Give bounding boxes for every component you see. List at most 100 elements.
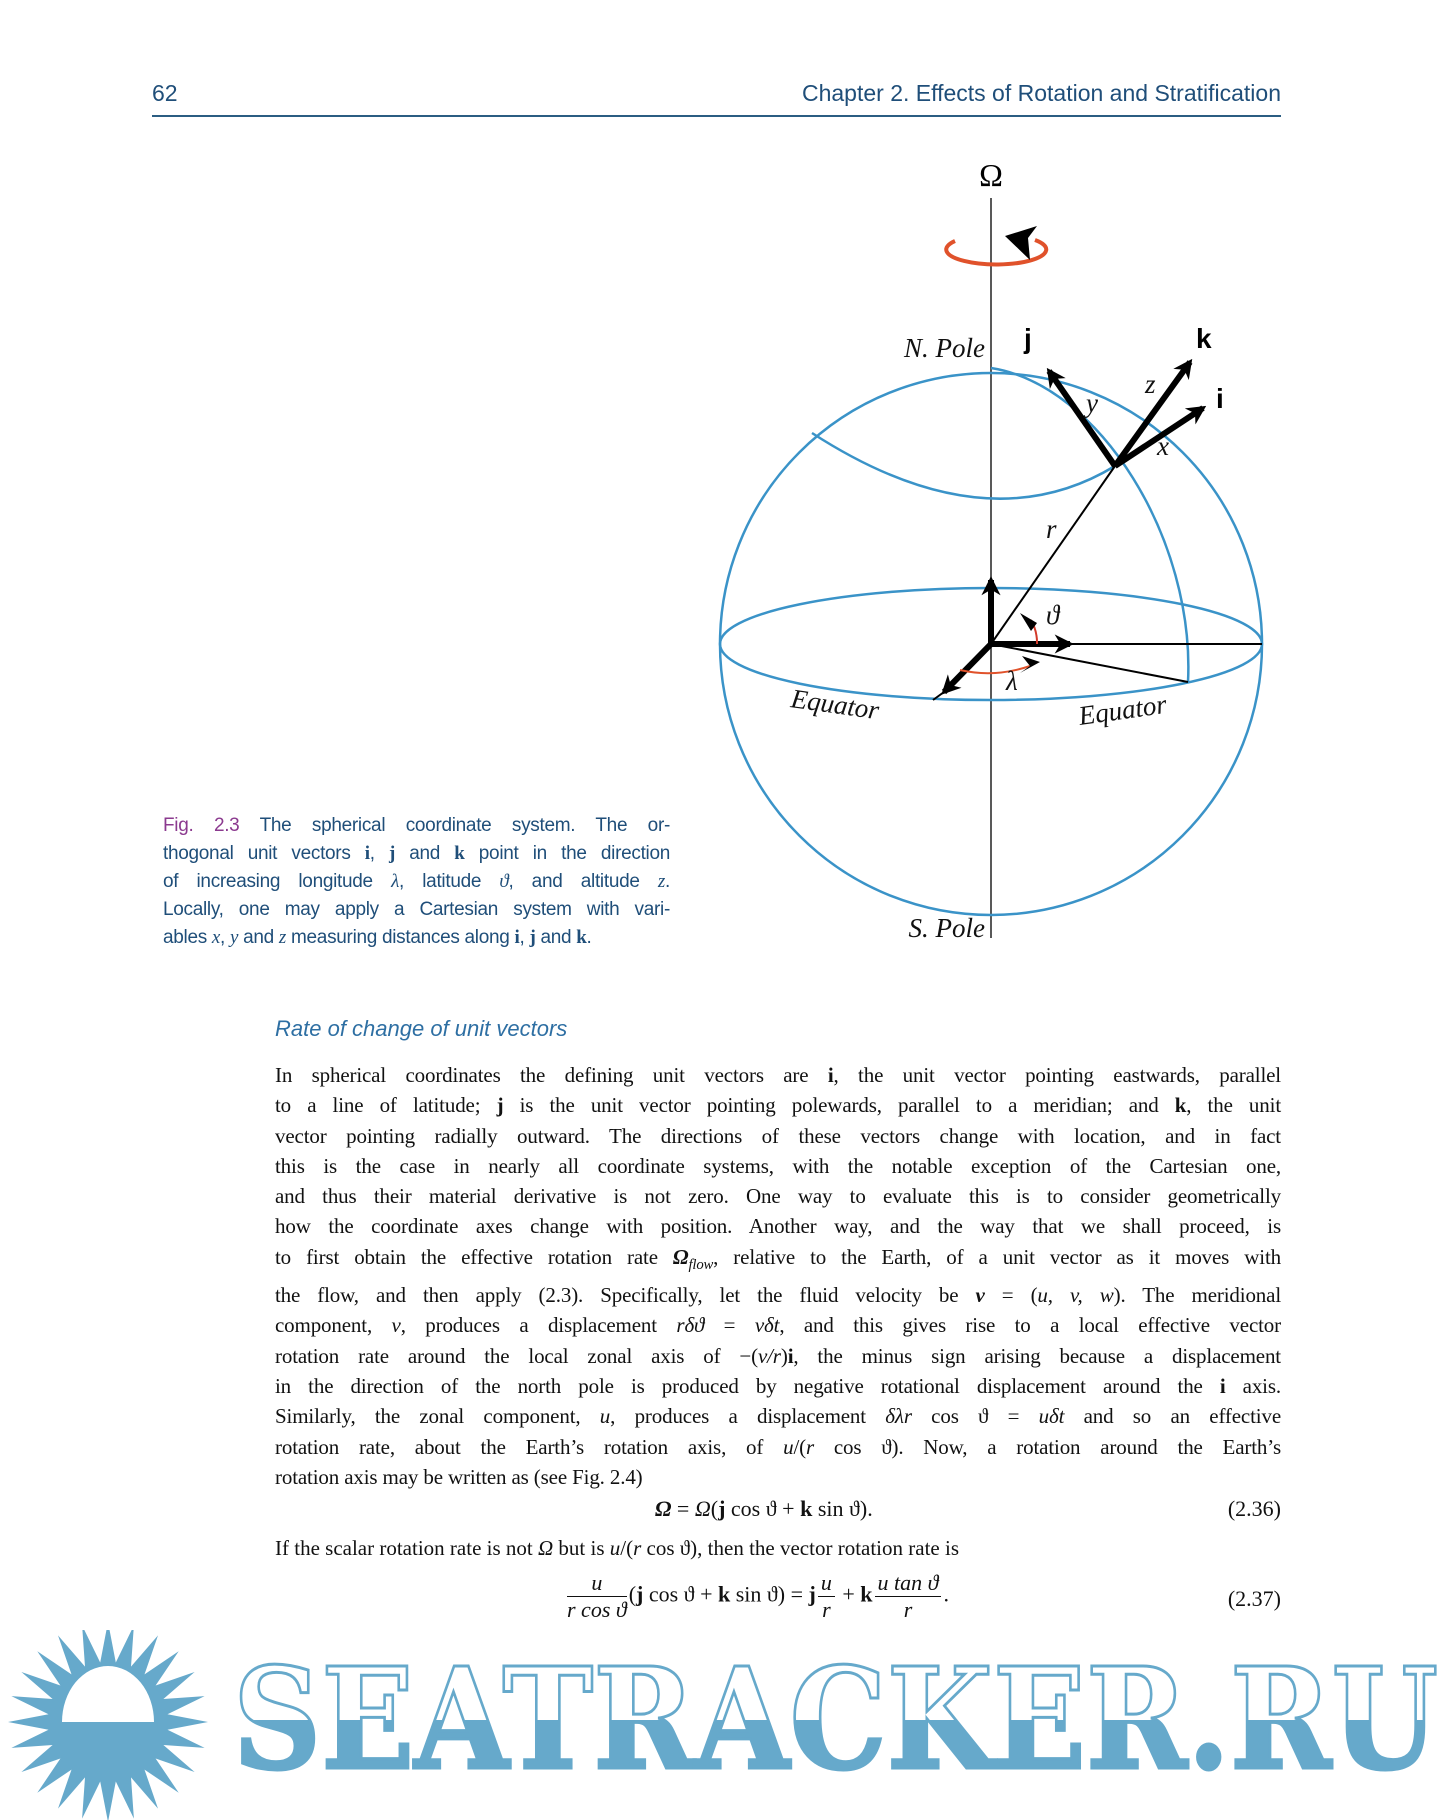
text-segment: Ω (672, 1244, 689, 1269)
text-segment: y (230, 927, 239, 948)
text-segment: z (657, 871, 665, 892)
text-segment: δλr (885, 1404, 912, 1429)
numerator: u (817, 1570, 835, 1597)
text-line: vector pointing radially outward. The di… (275, 1121, 1281, 1151)
text-segment: and (238, 927, 279, 948)
eq-text: ( (628, 1581, 637, 1607)
text-segment: Fig. 2.3 (163, 815, 240, 836)
text-segment: vδt (754, 1313, 780, 1338)
text-segment: j (496, 1093, 504, 1118)
north-pole-label: N. Pole (903, 333, 985, 363)
text-line: and thus their material derivative is no… (275, 1181, 1281, 1211)
text-segment: /( (793, 1434, 806, 1459)
text-segment: j (718, 1496, 726, 1521)
r-label: r (1046, 514, 1057, 544)
text-segment: k (576, 927, 587, 948)
text-segment: cos ϑ), then the vector rotation rate is (641, 1536, 959, 1560)
text-segment: the flow, and then apply (2.3). Specific… (275, 1283, 976, 1308)
denominator: r (903, 1597, 913, 1622)
text-segment: vector pointing radially outward. The di… (275, 1123, 1281, 1148)
body-paragraph: In spherical coordinates the defining un… (275, 1060, 1281, 1492)
text-segment: i (364, 843, 370, 864)
text-segment: v (391, 1313, 401, 1338)
z-label: z (1144, 369, 1156, 399)
text-segment: = (671, 1496, 695, 1521)
eq-text: . (943, 1581, 949, 1607)
text-segment: uδt (1038, 1404, 1065, 1429)
text-segment: ables (163, 927, 212, 948)
text-segment: , and altitude (508, 871, 658, 892)
text-segment: is the unit vector pointing polewards, p… (503, 1093, 1175, 1118)
text-segment: cos ϑ + (725, 1496, 801, 1521)
origin-down-left-tail (932, 691, 945, 701)
text-segment: , (519, 927, 530, 948)
text-line: In spherical coordinates the defining un… (275, 1060, 1281, 1090)
page-number: 62 (152, 80, 178, 106)
text-line: component, v, produces a displacement rδ… (275, 1310, 1281, 1340)
k-vector-arrow (1112, 358, 1193, 468)
i-label: i (1216, 383, 1224, 414)
j-label: j (1023, 323, 1032, 354)
text-line: Similarly, the zonal component, u, produ… (275, 1401, 1281, 1431)
text-segment: In spherical coordinates the defining un… (275, 1063, 828, 1087)
longitude-angle-arc (959, 665, 1031, 675)
text-segment: u (783, 1434, 794, 1459)
text-line: the flow, and then apply (2.3). Specific… (275, 1280, 1281, 1310)
longitude-arrowhead-icon (1020, 656, 1040, 673)
latitude-circle (811, 431, 1116, 500)
text-segment: v (975, 1283, 985, 1308)
seatracker-watermark-logo: SEATRACKER.RU (8, 1630, 1440, 1820)
text-segment: sin ϑ). (812, 1496, 873, 1521)
text-segment: Similarly, the zonal component, (275, 1404, 600, 1429)
x-label: x (1156, 431, 1169, 461)
text-segment: . (586, 927, 592, 948)
text-segment: z (278, 927, 287, 948)
text-segment: , relative to the Earth, of a unit vecto… (713, 1244, 1281, 1269)
text-segment: Ω (655, 1496, 672, 1521)
text-segment: λ (391, 871, 400, 892)
equation-number-2-36: (2.36) (1227, 1496, 1281, 1521)
k-label: k (1196, 323, 1212, 354)
spherical-coordinate-figure: Ω N. Pole S. Pole Equator Equator j k i … (718, 157, 1264, 943)
text-segment: point in the direction (464, 843, 671, 864)
text-line: thogonal unit vectors i, j and k point i… (163, 840, 670, 868)
origin-down-left-arrow (941, 640, 995, 695)
text-segment: but is (553, 1536, 610, 1560)
denominator: r (822, 1597, 831, 1622)
latitude-arrowhead-icon (1020, 613, 1037, 631)
text-segment: . (665, 871, 670, 892)
y-label: y (1083, 388, 1098, 418)
latitude-angle-label: ϑ (1046, 600, 1061, 630)
text-segment: rotation rate around the local zonal axi… (275, 1343, 758, 1368)
text-segment: , produces a displacement (400, 1313, 677, 1338)
figure-caption: Fig. 2.3 The spherical coordinate system… (163, 812, 670, 952)
text-segment: flow (688, 1256, 714, 1273)
text-segment: cos ϑ). Now, a rotation around the Earth… (814, 1434, 1281, 1459)
text-segment: to a line of latitude; (275, 1093, 497, 1118)
text-segment: rotation axis may be written as (see Fig… (275, 1464, 643, 1489)
text-line: in the direction of the north pole is pr… (275, 1371, 1281, 1401)
text-segment: rotation rate, about the Earth’s rotatio… (275, 1434, 784, 1459)
text-segment: to first obtain the effective rotation r… (275, 1244, 673, 1269)
text-segment: ) (780, 1343, 788, 1368)
text-segment: /( (620, 1536, 634, 1560)
text-segment: v/r (757, 1343, 781, 1368)
text-segment: and so an effective (1064, 1404, 1282, 1429)
text-segment: ( (710, 1496, 719, 1521)
text-segment: u (599, 1404, 611, 1429)
longitude-angle-label: λ (1005, 666, 1018, 696)
eq-vector-j: j (636, 1581, 644, 1607)
text-segment: and (535, 927, 577, 948)
chapter-title: Chapter 2. Effects of Rotation and Strat… (801, 80, 1281, 106)
text-segment: j (388, 843, 396, 864)
text-line: how the coordinate axes change with posi… (275, 1211, 1281, 1241)
text-segment: r (805, 1434, 814, 1459)
text-segment: i (827, 1063, 834, 1087)
text-segment: , and this gives rise to a local effecti… (779, 1313, 1281, 1338)
rotation-arrowhead-icon (1005, 226, 1037, 260)
text-line: ables x, y and z measuring distances alo… (163, 924, 670, 952)
text-segment: , latitude (399, 871, 500, 892)
text-segment: k (1174, 1093, 1187, 1118)
text-segment: thogonal unit vectors (163, 843, 365, 864)
